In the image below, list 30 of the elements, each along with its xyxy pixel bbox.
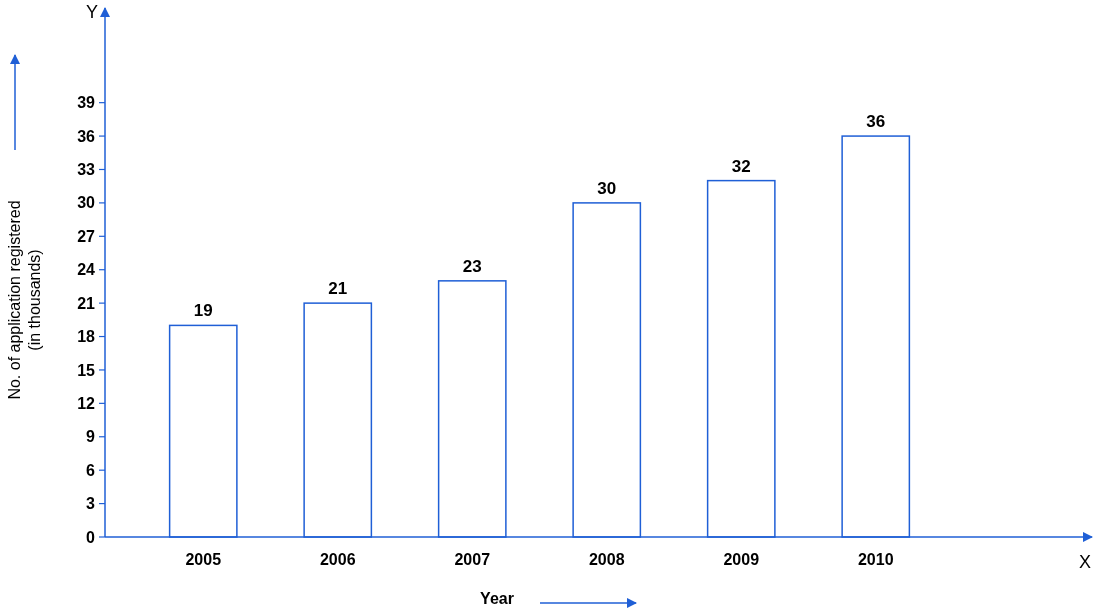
y-tick-label: 9 — [86, 428, 96, 446]
data-label: 32 — [731, 156, 751, 176]
x-axis-title: Year — [480, 590, 514, 607]
y-tick-label: 27 — [77, 227, 96, 245]
y-tick-label: 36 — [77, 127, 96, 145]
data-label: 19 — [193, 301, 213, 321]
data-label: 30 — [597, 178, 617, 198]
x-tick-label: 2006 — [319, 551, 356, 568]
y-tick-label: 18 — [77, 328, 96, 346]
y-tick-label: 15 — [77, 361, 96, 379]
y-tick-label: 33 — [77, 161, 96, 179]
y-tick-label: 3 — [86, 495, 96, 513]
x-tick-label: 2005 — [185, 551, 222, 568]
y-tick-label: 21 — [77, 294, 96, 312]
x-tick-label: 2009 — [723, 551, 760, 568]
data-label: 23 — [462, 256, 482, 276]
y-tick-label: 0 — [86, 528, 96, 546]
y-tick-label: 24 — [77, 261, 96, 279]
y-tick-label: 12 — [77, 394, 96, 412]
y-axis-title: No. of application registered (in thousands) — [6, 200, 43, 400]
y-tick-label: 30 — [77, 194, 96, 212]
x-tick-label: 2010 — [857, 551, 894, 568]
text: X — [1078, 552, 1092, 572]
text: Y — [85, 2, 99, 22]
data-label: 36 — [866, 112, 886, 132]
x-tick-label: 2008 — [588, 551, 625, 568]
y-tick-label: 6 — [86, 461, 96, 479]
data-label: 21 — [328, 279, 348, 299]
x-tick-label: 2007 — [454, 551, 491, 568]
y-tick-label: 39 — [77, 94, 96, 112]
